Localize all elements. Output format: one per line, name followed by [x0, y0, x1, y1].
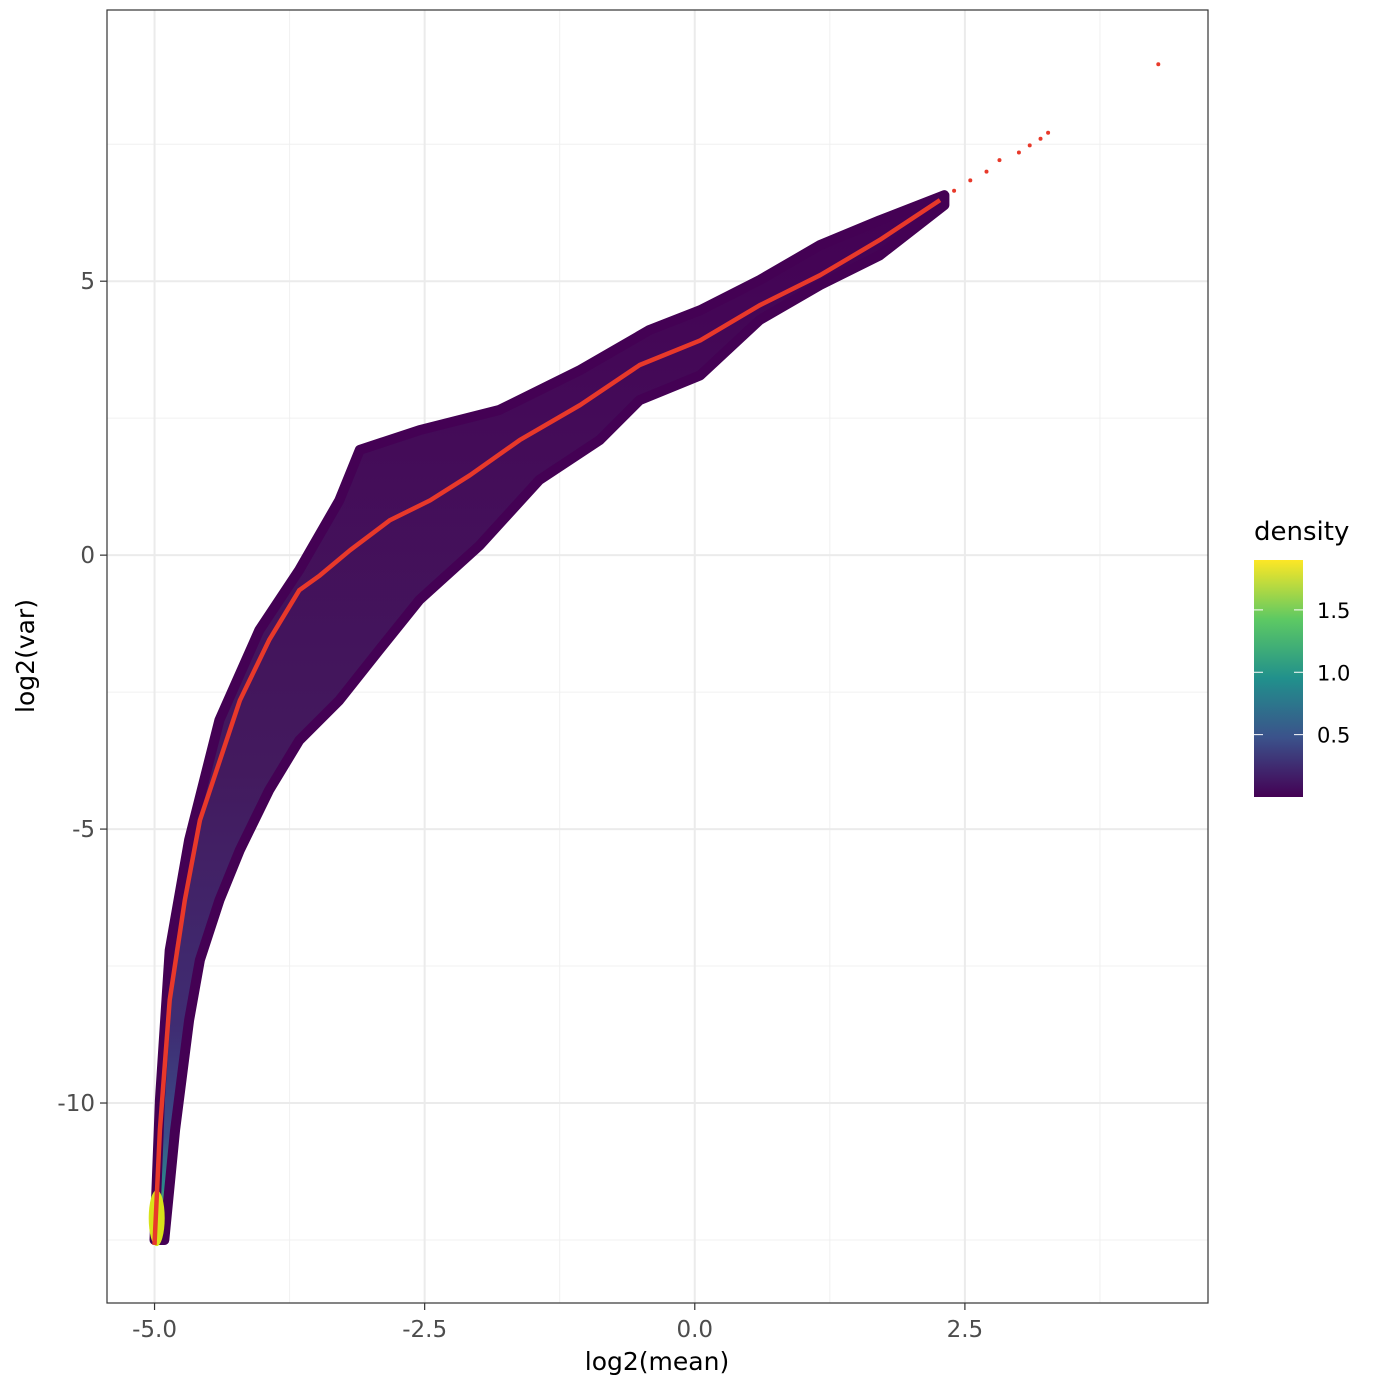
trend-point	[1027, 143, 1032, 148]
y-tick-label: -10	[57, 1091, 95, 1117]
y-tick-label: 0	[80, 543, 95, 569]
plot-border	[106, 9, 1209, 1304]
grid-lines	[107, 10, 1208, 1303]
y-tick-label: 5	[80, 269, 95, 295]
trend-point	[1038, 136, 1043, 141]
x-tick-label: -5.0	[132, 1317, 177, 1343]
y-axis-label: log2(var)	[11, 599, 40, 713]
trend-point	[952, 188, 957, 193]
legend-title: density	[1254, 517, 1349, 547]
trend-line	[152, 198, 942, 1246]
legend-tick-label: 0.5	[1317, 724, 1350, 748]
density-legend: density 0.5 1.0 1.5	[1254, 517, 1350, 797]
colorbar	[1254, 560, 1303, 797]
legend-tick-label: 1.5	[1317, 599, 1350, 623]
legend-tick-label: 1.0	[1317, 661, 1350, 685]
x-axis: -5.0 -2.5 0.0 2.5	[132, 1303, 983, 1343]
x-tick-label: 2.5	[947, 1317, 984, 1343]
trend-point	[1016, 150, 1021, 155]
trend-line-group	[152, 62, 1161, 1246]
x-axis-label: log2(mean)	[585, 1347, 729, 1376]
y-axis: 5 0 -5 -10	[57, 269, 107, 1117]
trend-point	[984, 169, 989, 174]
y-tick-label: -5	[72, 817, 95, 843]
trend-point	[1156, 62, 1161, 67]
x-tick-label: -2.5	[402, 1317, 447, 1343]
x-tick-label: 0.0	[676, 1317, 713, 1343]
trend-point	[968, 178, 973, 183]
point-cloud-area	[149, 190, 950, 1245]
trend-point	[997, 158, 1002, 163]
trend-point	[1046, 130, 1051, 135]
